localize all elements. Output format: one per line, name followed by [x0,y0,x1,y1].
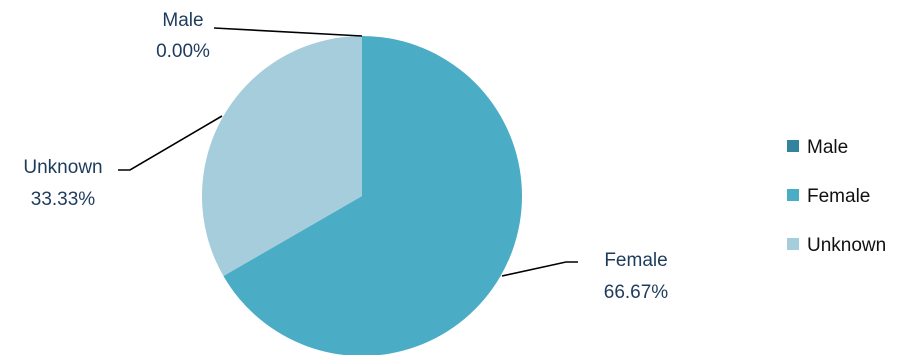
data-label-female-percent: 66.67% [604,282,669,303]
pie-slices [202,36,523,355]
leader-line-male [213,27,363,37]
legend-swatch-unknown [787,238,799,250]
pie-slice-female [223,36,523,355]
leader-lines [118,27,578,277]
legend-label-female: Female [807,186,870,207]
legend: Male Female Unknown [787,137,886,256]
data-label-male-percent: 0.00% [156,41,210,62]
legend-label-unknown: Unknown [807,235,886,256]
data-label-male-name: Male [162,10,203,31]
data-label-unknown-name: Unknown [23,157,102,178]
leader-line-unknown [118,115,223,171]
data-label-female-name: Female [604,250,667,271]
pie-slice-unknown [202,36,362,276]
leader-line-female [501,261,578,277]
legend-label-male: Male [807,137,848,158]
legend-swatch-male [787,140,799,152]
data-label-unknown-percent: 33.33% [31,189,96,210]
legend-swatch-female [787,189,799,201]
